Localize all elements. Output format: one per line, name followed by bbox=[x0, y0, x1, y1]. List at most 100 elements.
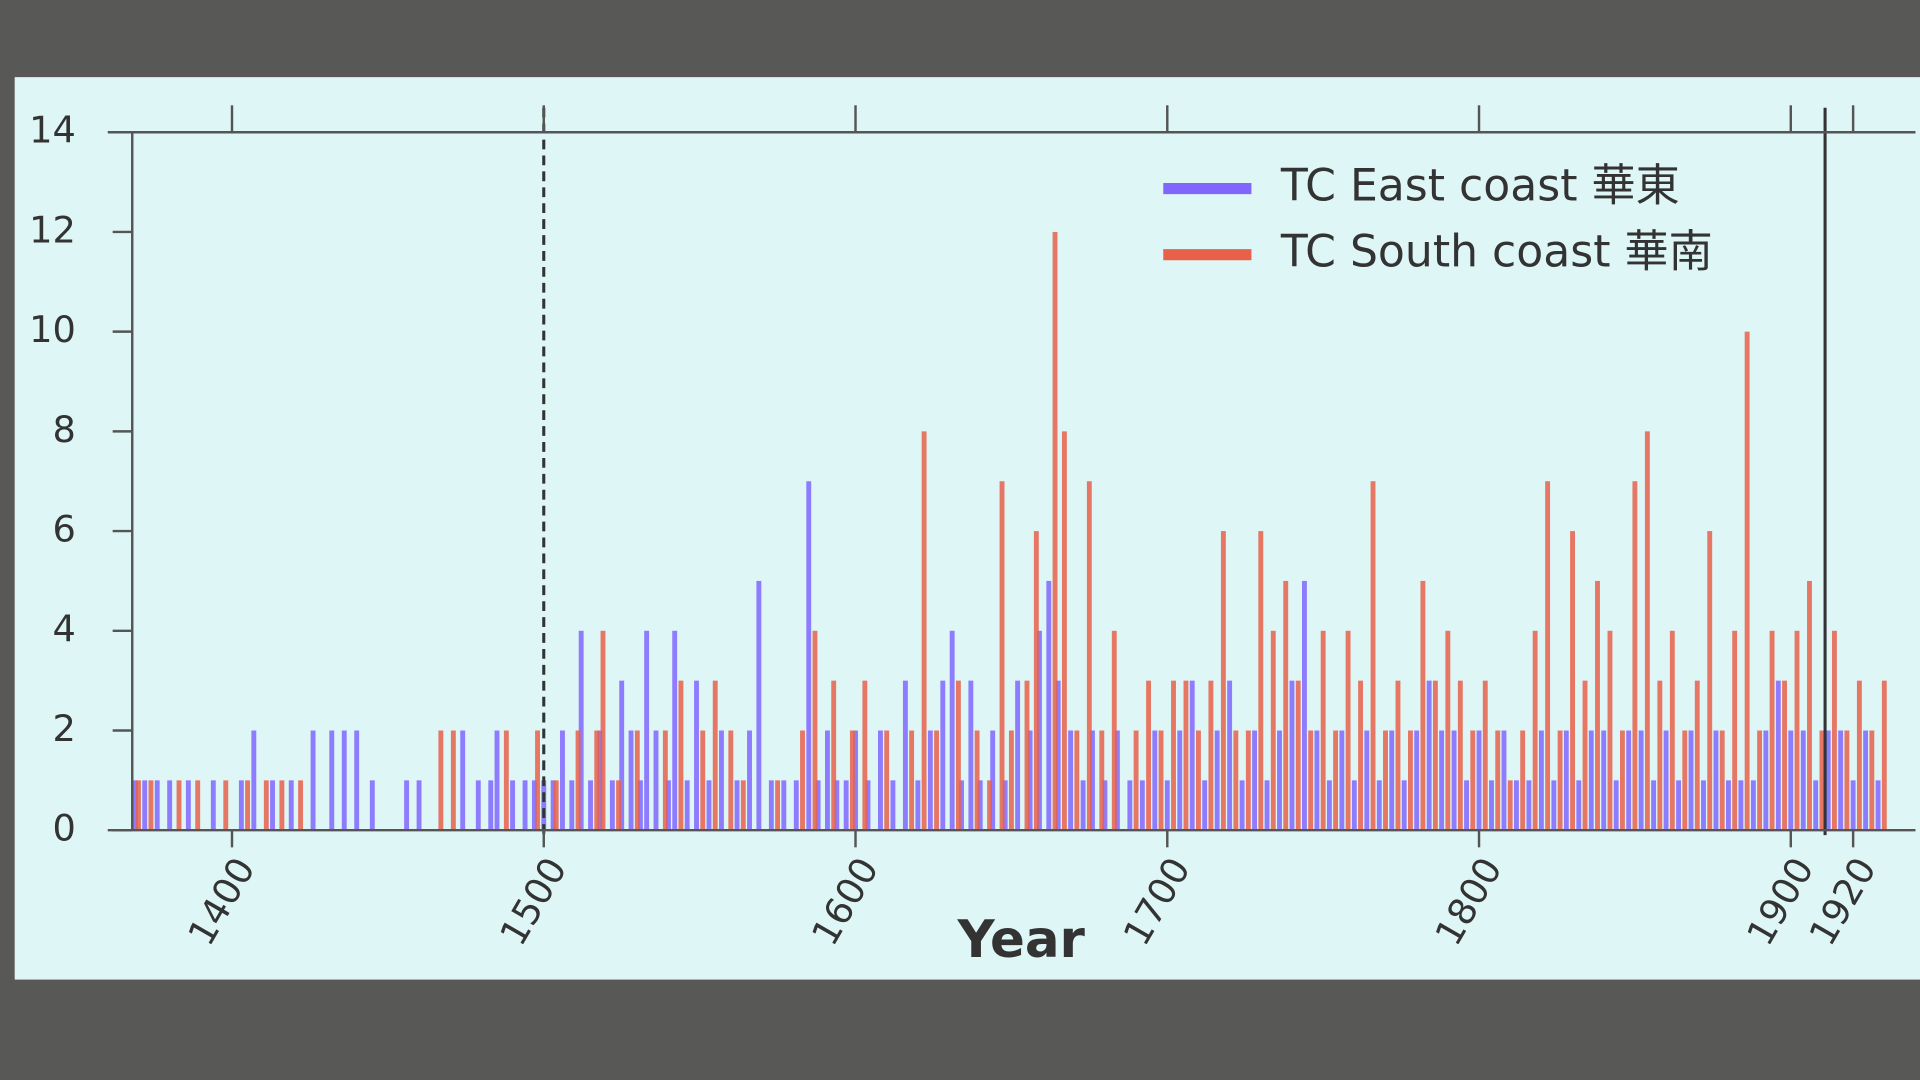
bar bbox=[1507, 780, 1513, 831]
bar bbox=[575, 730, 581, 831]
bar bbox=[1682, 730, 1688, 831]
bar bbox=[1264, 780, 1270, 831]
bar bbox=[1588, 730, 1594, 831]
bar bbox=[1420, 580, 1426, 831]
bar bbox=[1195, 730, 1201, 831]
bar bbox=[921, 431, 927, 831]
bar bbox=[1482, 680, 1488, 831]
bar bbox=[793, 780, 799, 831]
bar bbox=[616, 780, 622, 831]
y-tick-label: 8 bbox=[53, 408, 76, 451]
legend-label: TC South coast 華南 bbox=[1280, 227, 1713, 278]
bar bbox=[915, 780, 921, 831]
bar bbox=[694, 680, 699, 831]
bar bbox=[460, 730, 466, 831]
bar bbox=[672, 630, 678, 831]
bar bbox=[1002, 780, 1008, 831]
bar bbox=[1252, 730, 1258, 831]
bar bbox=[1239, 780, 1245, 831]
y-tick-label: 14 bbox=[29, 109, 76, 152]
bar bbox=[812, 630, 818, 831]
bar bbox=[1750, 780, 1756, 831]
bar bbox=[1208, 680, 1214, 831]
bar bbox=[974, 730, 980, 831]
bar bbox=[1258, 531, 1264, 831]
bar bbox=[1657, 680, 1663, 831]
bar bbox=[1632, 481, 1638, 831]
bar bbox=[1333, 730, 1339, 831]
bar bbox=[310, 730, 316, 831]
bar bbox=[1439, 730, 1445, 831]
bar bbox=[185, 780, 191, 831]
bar bbox=[662, 730, 668, 831]
bar bbox=[815, 780, 821, 831]
bar bbox=[1838, 730, 1844, 831]
bar bbox=[531, 780, 537, 831]
bar bbox=[1358, 680, 1364, 831]
bar bbox=[619, 680, 625, 831]
bar bbox=[1407, 730, 1413, 831]
bar bbox=[1713, 730, 1719, 831]
bar bbox=[1495, 730, 1501, 831]
bar bbox=[1074, 730, 1080, 831]
bar bbox=[450, 730, 456, 831]
bar bbox=[609, 780, 615, 831]
y-tick-label: 0 bbox=[53, 807, 76, 850]
bar bbox=[1669, 630, 1675, 831]
bar bbox=[800, 730, 805, 831]
legend-label: TC East coast 華東 bbox=[1280, 161, 1680, 212]
bar bbox=[1389, 730, 1395, 831]
bar bbox=[1526, 780, 1532, 831]
bar bbox=[628, 730, 634, 831]
bar bbox=[890, 780, 896, 831]
bar bbox=[949, 630, 955, 831]
bar bbox=[1701, 780, 1706, 831]
bar bbox=[728, 730, 734, 831]
bar bbox=[1024, 680, 1030, 831]
bar bbox=[1189, 680, 1195, 831]
bar bbox=[834, 780, 840, 831]
bar bbox=[1819, 730, 1825, 831]
bar bbox=[1601, 730, 1607, 831]
bar bbox=[1046, 580, 1052, 831]
bar bbox=[862, 680, 868, 831]
bar bbox=[902, 680, 908, 831]
bar bbox=[1763, 730, 1769, 831]
bar bbox=[712, 680, 718, 831]
bar bbox=[1489, 780, 1494, 831]
bar bbox=[1757, 730, 1763, 831]
bar bbox=[1401, 780, 1407, 831]
bar bbox=[719, 730, 724, 831]
bar bbox=[541, 780, 547, 831]
bar bbox=[1576, 780, 1582, 831]
bar bbox=[1788, 730, 1794, 831]
bar bbox=[404, 780, 410, 831]
bar bbox=[1676, 780, 1681, 831]
bar bbox=[999, 481, 1005, 831]
bar bbox=[1570, 531, 1576, 831]
bar bbox=[1638, 730, 1644, 831]
bar bbox=[1688, 730, 1694, 831]
bar bbox=[167, 780, 173, 831]
bar bbox=[1626, 730, 1632, 831]
bar bbox=[270, 780, 275, 831]
bar bbox=[740, 780, 746, 831]
y-tick-label: 10 bbox=[29, 308, 76, 351]
bar bbox=[195, 780, 201, 831]
bar bbox=[1308, 730, 1314, 831]
bar bbox=[1345, 630, 1351, 831]
bar bbox=[1158, 730, 1164, 831]
bar bbox=[1825, 730, 1831, 831]
bar bbox=[1513, 780, 1519, 831]
bar bbox=[1320, 630, 1326, 831]
bar bbox=[1800, 730, 1806, 831]
bar bbox=[1314, 730, 1320, 831]
bar bbox=[1738, 780, 1744, 831]
bar bbox=[768, 780, 774, 831]
bar bbox=[756, 580, 762, 831]
bar bbox=[1850, 780, 1856, 831]
bar bbox=[1086, 481, 1092, 831]
bar bbox=[1464, 780, 1470, 831]
bar bbox=[578, 630, 584, 831]
